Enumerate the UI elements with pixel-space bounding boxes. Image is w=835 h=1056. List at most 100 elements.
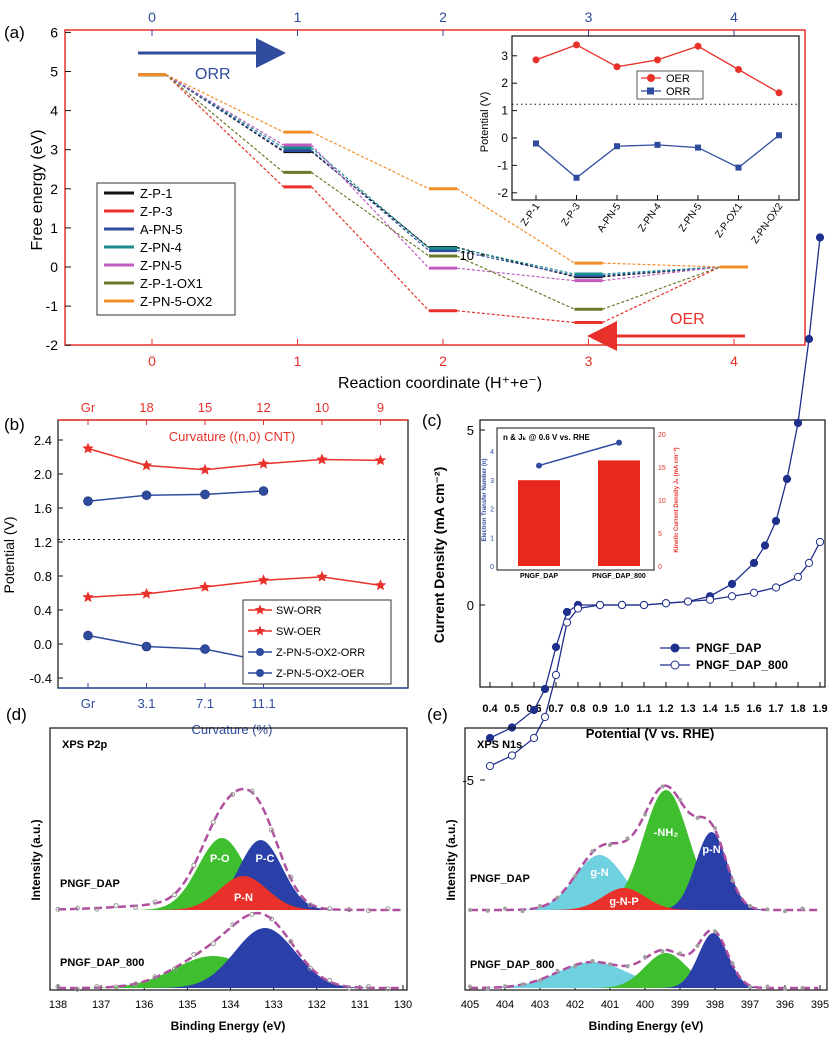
panel-c-y-axis-label: Current Density (mA cm⁻²) bbox=[431, 467, 447, 643]
e-data-point bbox=[555, 895, 560, 900]
a-inset-legend-marker bbox=[647, 87, 654, 95]
panel-b-legend: SW-ORR SW-OER Z-PN-5-OX2-ORR Z-PN-5-OX2-OER bbox=[242, 599, 392, 685]
e-x-tick-label: 400 bbox=[636, 999, 654, 1011]
panel-c-x-axis-label: Potential (V vs. RHE) bbox=[586, 726, 715, 741]
e-p-n-peak bbox=[470, 832, 819, 910]
panel-a-inset-frame bbox=[511, 35, 800, 201]
a-connector bbox=[311, 186, 430, 312]
a-x-tick-label: 2 bbox=[439, 353, 447, 369]
d-data-point bbox=[74, 905, 80, 911]
b-point bbox=[141, 490, 152, 501]
c-x-tick-label: 0.8 bbox=[570, 703, 585, 715]
a-y-tick-label: 2 bbox=[50, 181, 58, 197]
panel-e-title: XPS N1s bbox=[477, 739, 522, 751]
e-x-tick-label: 401 bbox=[601, 999, 619, 1011]
e-x-tick-label: 405 bbox=[461, 999, 479, 1011]
a-inset-point bbox=[573, 174, 580, 181]
d-data-point bbox=[191, 862, 197, 868]
a-connector bbox=[456, 255, 575, 310]
e-data-point bbox=[800, 985, 805, 990]
c-x-tick-label: 1.1 bbox=[636, 703, 651, 715]
d-data-point bbox=[94, 984, 100, 990]
d-x-tick-label: 137 bbox=[92, 999, 110, 1011]
c-point bbox=[760, 541, 770, 550]
panel-d-frame bbox=[49, 727, 408, 991]
e-data-point bbox=[730, 878, 735, 883]
a-top-tick-label: 1 bbox=[294, 9, 302, 25]
d-p-n-peak bbox=[58, 876, 401, 910]
a-connector bbox=[311, 144, 430, 269]
e-x-tick-label: 395 bbox=[811, 999, 829, 1011]
a-x-tick-label: 3 bbox=[585, 353, 593, 369]
e-data-point bbox=[625, 836, 630, 841]
panel-e-y-axis-label: Intensity (a.u.) bbox=[444, 819, 458, 900]
e-data-point bbox=[748, 904, 752, 909]
a-x-tick-label: 0 bbox=[148, 353, 156, 369]
b-point bbox=[258, 486, 269, 496]
a-top-tick-label: 3 bbox=[585, 9, 593, 25]
c-point bbox=[727, 592, 737, 601]
c-x-tick-label: 1.4 bbox=[702, 703, 718, 715]
e-data-point bbox=[608, 962, 612, 967]
panel-e-sample-1: PNGF_DAP bbox=[470, 873, 530, 885]
b-point bbox=[141, 641, 152, 652]
panel-c-inset-right-label: Kinetic Current Density Jₖ (mA cm⁻²) bbox=[673, 447, 680, 552]
a-inset-point bbox=[532, 56, 540, 64]
e-data-point bbox=[503, 984, 507, 989]
d-data-point bbox=[346, 985, 352, 991]
c-point bbox=[683, 597, 693, 606]
c-x-tick-label: 0.9 bbox=[592, 703, 607, 715]
d-data-point bbox=[327, 977, 333, 983]
c-x-tick-label: 1.7 bbox=[768, 703, 783, 715]
d-data-point bbox=[191, 952, 197, 958]
e-data-point bbox=[765, 907, 770, 912]
e-data-point bbox=[468, 984, 472, 989]
panel-a-plot bbox=[138, 73, 748, 325]
d-data-point bbox=[346, 907, 352, 913]
b-legend-label: Z-PN-5-OX2-ORR bbox=[276, 647, 365, 659]
a-connector bbox=[165, 74, 284, 133]
a-y-tick-label: 5 bbox=[50, 64, 58, 80]
b-point bbox=[316, 453, 328, 465]
b-y-tick-label: 1.2 bbox=[34, 535, 52, 550]
panel-a-legend: Z-P-1 Z-P-3 A-PN-5 Z-PN-4 Z-PN-5 Z-P-1-OX1 Z-P… bbox=[96, 182, 236, 316]
d-data-point bbox=[210, 941, 216, 947]
orr-arrow-label: ORR bbox=[195, 66, 231, 83]
d-envelope-bottom bbox=[57, 911, 401, 990]
d-peak-label-pn: P-N bbox=[234, 892, 253, 904]
panel-e-frame bbox=[464, 727, 828, 991]
c-x-tick-label: 1.0 bbox=[614, 703, 629, 715]
a-inset-x-tick-label: Z-P-3 bbox=[560, 201, 584, 228]
c-legend-marker bbox=[670, 660, 680, 670]
a-connector bbox=[165, 74, 284, 146]
e-data-point bbox=[695, 816, 700, 821]
d-data-point bbox=[55, 906, 61, 912]
a-x-tick-label: 1 bbox=[294, 353, 302, 369]
panel-c: (c) Potential (V vs. RHE) Current Densit… bbox=[422, 233, 828, 788]
b-point bbox=[199, 463, 211, 475]
a-inset-point bbox=[614, 143, 620, 150]
a-legend-label: Z-P-1-OX1 bbox=[140, 276, 203, 291]
c-inset-right-tick: 15 bbox=[658, 465, 666, 472]
c-inset-right-tick: 5 bbox=[658, 531, 662, 538]
e-p-n-peak-800 bbox=[470, 933, 819, 988]
a-connector bbox=[311, 147, 430, 249]
panel-d: (d) XPS P2p Binding Energy (eV) Intensit… bbox=[6, 705, 412, 1033]
b-point bbox=[200, 489, 210, 500]
b-x-tick-label: 7.1 bbox=[196, 696, 214, 711]
panel-b: (b) Curvature ((n,0) CNT) Curvature (%) … bbox=[1, 400, 409, 737]
panel-a-frame bbox=[64, 29, 806, 346]
c-legend-label: PNGF_DAP_800 bbox=[696, 658, 788, 672]
e-peak-label-pn: p-N bbox=[702, 844, 720, 856]
b-series-line bbox=[87, 447, 381, 471]
b-point bbox=[257, 574, 270, 586]
panel-b-top-ticks: Gr 18 15 12 10 9 bbox=[81, 400, 384, 425]
a-inset-point bbox=[654, 141, 661, 148]
b-top-tick-label: 10 bbox=[315, 400, 329, 415]
panel-b-label: (b) bbox=[4, 415, 25, 434]
e-peak-label-gn: g-N bbox=[590, 867, 608, 879]
c-point bbox=[551, 670, 561, 680]
panel-a: (a) -2 -1 0 1 2 3 4 5 6 0 1 2 3 4 0 1 2 3 4 Reaction coo… bbox=[4, 9, 806, 392]
a-connector bbox=[456, 247, 575, 275]
a-inset-x-tick-label: Z-P-1 bbox=[519, 201, 543, 228]
